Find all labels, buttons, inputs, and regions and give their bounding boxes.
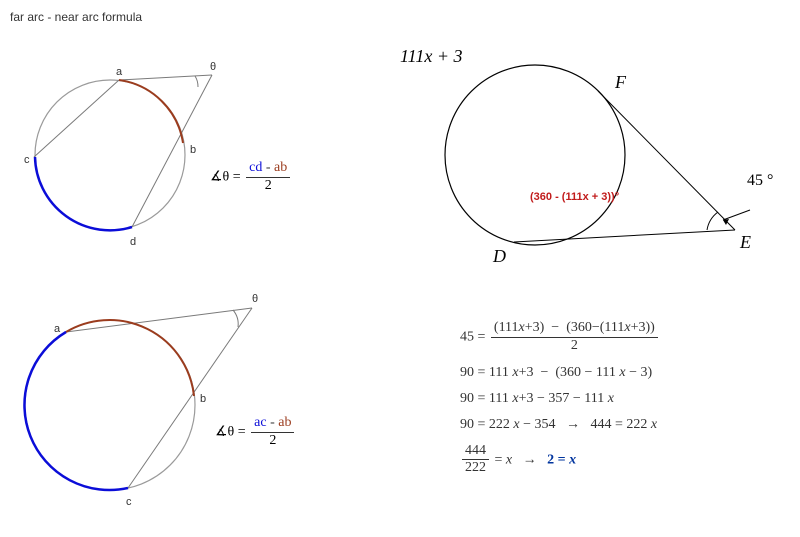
svg-text:d: d [130,236,136,248]
work-step: 90 = 111 x+3 − 357 − 111 x [460,391,790,407]
svg-text:(360 - (111x + 3))°: (360 - (111x + 3))° [530,191,619,203]
svg-text:a: a [116,66,123,78]
formula-1: ∡θ = cd - ab 2 [210,160,292,195]
formula-denominator: 2 [251,433,294,450]
page-title: far arc - near arc formula [10,10,142,24]
formula-denominator: 2 [246,178,290,195]
svg-text:45 °: 45 ° [747,172,773,189]
diagram-1: a b c d θ [20,55,280,255]
work-step: 45 = (111x+3) − (360−(111x+3))2 [460,320,790,355]
formula-numerator: cd - ab [246,160,290,178]
svg-text:θ: θ [252,293,258,305]
svg-text:F: F [614,72,627,92]
svg-text:θ: θ [210,61,216,73]
svg-text:a: a [54,323,61,335]
work-step: 444222 = x → 2 = x [460,443,790,478]
svg-text:E: E [739,232,751,252]
formula-numerator: ac - ab [251,415,294,433]
worked-solution: 45 = (111x+3) − (360−(111x+3))2 90 = 111 … [460,320,790,487]
diagram-3: 111x + 3FDE45 °(360 - (111x + 3))° [415,40,785,280]
work-step: 90 = 222 x − 354 → 444 = 222 x [460,417,790,433]
work-step: 90 = 111 x+3 − (360 − 111 x − 3) [460,365,790,381]
formula-2: ∡θ = ac - ab 2 [215,415,296,450]
formula-prefix: ∡θ = [210,170,241,185]
diagram-2: a b c θ [20,290,290,520]
svg-text:D: D [492,246,506,266]
svg-text:b: b [190,144,196,156]
svg-text:b: b [200,393,206,405]
svg-text:c: c [126,496,132,508]
formula-prefix: ∡θ = [215,425,246,440]
svg-text:111x + 3: 111x + 3 [400,46,462,66]
svg-text:c: c [24,154,30,166]
